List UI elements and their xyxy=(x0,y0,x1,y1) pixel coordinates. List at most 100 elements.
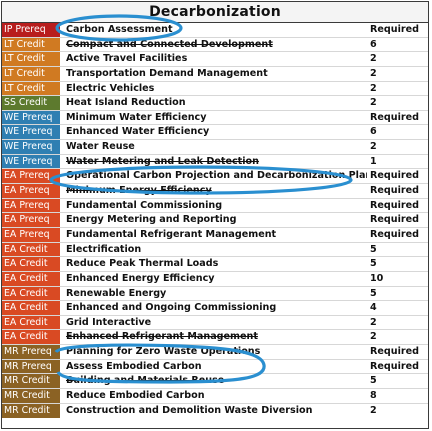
points-cell: 5 xyxy=(370,287,377,299)
credit-name-cell: Grid Interactive xyxy=(66,316,152,328)
table-row: MR Prereq Assess Embodied Carbon Required xyxy=(2,359,428,375)
credit-name-cell: Minimum Water Efficiency xyxy=(66,111,207,123)
category-cell: WE Prereq xyxy=(2,154,60,169)
category-cell: WE Prereq xyxy=(2,110,60,125)
points-cell: Required xyxy=(370,346,419,358)
credit-name-cell: Operational Carbon Projection and Decarb… xyxy=(66,170,367,182)
points-cell: 2 xyxy=(370,404,377,416)
table-row: LT Credit Compact and Connected Developme… xyxy=(2,37,428,53)
table-row: WE Prereq Water Metering and Leak Detecti… xyxy=(2,154,428,170)
credit-name-cell: Assess Embodied Carbon xyxy=(66,360,202,372)
credit-name-cell: Reduce Peak Thermal Loads xyxy=(66,258,219,270)
credit-name-cell: Enhanced and Ongoing Commissioning xyxy=(66,302,277,314)
table-row: EA Prereq Minimum Energy Efficiency Requir… xyxy=(2,184,428,199)
credit-name-cell: Fundamental Refrigerant Management xyxy=(66,228,277,240)
credit-name-cell: Construction and Demolition Waste Divers… xyxy=(66,404,313,416)
category-cell: MR Credit xyxy=(2,403,60,419)
credit-name-cell: Planning for Zero Waste Operations xyxy=(66,346,261,358)
points-cell: 2 xyxy=(370,141,377,153)
points-cell: 8 xyxy=(370,390,377,402)
credit-name-cell: Minimum Energy Efficiency xyxy=(66,185,212,197)
table-row: EA Credit Electrification 5 xyxy=(2,242,428,258)
points-cell: 6 xyxy=(370,38,377,50)
credit-name-cell: Enhanced Refrigerant Management xyxy=(66,331,258,343)
credit-name-cell: Heat Island Reduction xyxy=(66,97,186,109)
credit-name-cell: Transportation Demand Management xyxy=(66,67,268,79)
table-row: EA Credit Reduce Peak Thermal Loads 5 xyxy=(2,257,428,272)
table-row: EA Credit Renewable Energy 5 xyxy=(2,286,428,302)
points-cell: 2 xyxy=(370,316,377,328)
points-cell: 6 xyxy=(370,126,377,138)
table-row: MR Prereq Planning for Zero Waste Operati… xyxy=(2,345,428,360)
category-cell: LT Credit xyxy=(2,52,60,66)
table-row: IP Prereq Carbon Assessment Required xyxy=(2,23,428,38)
category-cell: MR Credit xyxy=(2,389,60,403)
points-cell: 2 xyxy=(370,53,377,65)
credit-name-cell: Reduce Embodied Carbon xyxy=(66,390,205,402)
credit-name-cell: Renewable Energy xyxy=(66,287,167,299)
table-row: EA Credit Enhanced Refrigerant Management… xyxy=(2,330,428,346)
credit-name-cell: Enhanced Water Efficiency xyxy=(66,126,210,138)
credit-name-cell: Water Reuse xyxy=(66,141,135,153)
category-cell: SS Credit xyxy=(2,96,60,110)
category-cell: EA Prereq xyxy=(2,169,60,184)
credit-name-cell: Compact and Connected Development xyxy=(66,38,273,50)
table-row: EA Prereq Energy Metering and Reporting Re… xyxy=(2,213,428,228)
points-cell: 2 xyxy=(370,82,377,94)
table-row: LT Credit Electric Vehicles 2 xyxy=(2,81,428,97)
table-row: LT Credit Transportation Demand Managemen… xyxy=(2,66,428,82)
category-cell: EA Credit xyxy=(2,330,60,345)
points-cell: Required xyxy=(370,185,419,197)
table-row: EA Credit Enhanced Energy Efficiency 10 xyxy=(2,271,428,287)
category-cell: EA Credit xyxy=(2,301,60,315)
credit-name-cell: Active Travel Facilities xyxy=(66,53,188,65)
category-cell: LT Credit xyxy=(2,66,60,81)
table-row: WE Prereq Enhanced Water Efficiency 6 xyxy=(2,125,428,141)
points-cell: 5 xyxy=(370,243,377,255)
points-cell: 1 xyxy=(370,155,377,167)
category-cell: MR Prereq xyxy=(2,359,60,374)
category-cell: WE Prereq xyxy=(2,140,60,154)
credit-name-cell: Carbon Assessment xyxy=(66,24,173,35)
table-row: WE Prereq Water Reuse 2 xyxy=(2,140,428,155)
table-title: Decarbonization xyxy=(2,2,428,23)
points-cell: 2 xyxy=(370,331,377,343)
points-cell: Required xyxy=(370,170,419,182)
points-cell: 10 xyxy=(370,272,384,284)
category-cell: EA Credit xyxy=(2,271,60,286)
table-row: MR Credit Reduce Embodied Carbon 8 xyxy=(2,389,428,404)
table-row: MR Credit Building and Materials Reuse 5 xyxy=(2,374,428,390)
table-row: SS Credit Heat Island Reduction 2 xyxy=(2,96,428,111)
category-cell: EA Prereq xyxy=(2,198,60,213)
category-cell: LT Credit xyxy=(2,81,60,96)
category-cell: EA Credit xyxy=(2,242,60,257)
table-row: EA Prereq Operational Carbon Projection a… xyxy=(2,169,428,185)
table-row: EA Prereq Fundamental Commissioning Requir… xyxy=(2,198,428,214)
category-cell: LT Credit xyxy=(2,37,60,52)
points-cell: Required xyxy=(370,199,419,211)
points-cell: Required xyxy=(370,228,419,240)
table-row: EA Credit Enhanced and Ongoing Commission… xyxy=(2,301,428,316)
points-cell: Required xyxy=(370,111,419,123)
credit-name-cell: Energy Metering and Reporting xyxy=(66,214,237,226)
table-row: WE Prereq Minimum Water Efficiency Require… xyxy=(2,110,428,126)
credit-name-cell: Building and Materials Reuse xyxy=(66,375,225,387)
points-cell: Required xyxy=(370,24,419,35)
points-cell: Required xyxy=(370,360,419,372)
points-cell: 4 xyxy=(370,302,377,314)
credit-name-cell: Water Metering and Leak Detection xyxy=(66,155,259,167)
points-cell: 5 xyxy=(370,258,377,270)
category-cell: EA Credit xyxy=(2,257,60,271)
category-cell: EA Prereq xyxy=(2,213,60,227)
category-cell: EA Prereq xyxy=(2,184,60,198)
points-cell: 5 xyxy=(370,375,377,387)
category-cell: MR Credit xyxy=(2,374,60,389)
credit-name-cell: Electric Vehicles xyxy=(66,82,155,94)
credit-name-cell: Enhanced Energy Efficiency xyxy=(66,272,215,284)
category-cell: EA Credit xyxy=(2,286,60,301)
points-cell: 2 xyxy=(370,97,377,109)
credit-name-cell: Fundamental Commissioning xyxy=(66,199,223,211)
points-cell: Required xyxy=(370,214,419,226)
table-row: MR Credit Construction and Demolition Was… xyxy=(2,403,428,419)
